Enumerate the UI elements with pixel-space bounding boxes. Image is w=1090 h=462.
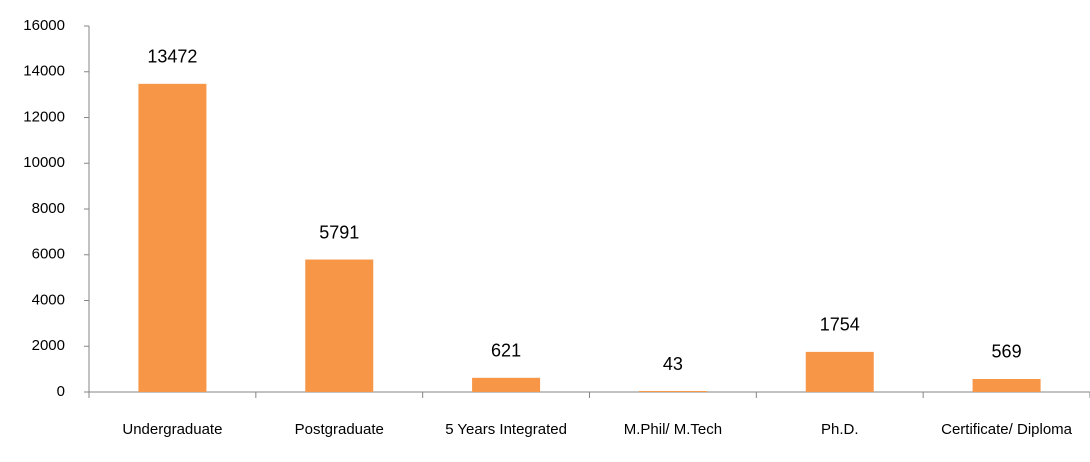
data-label: 569: [992, 342, 1022, 362]
y-tick-label: 12000: [23, 108, 65, 125]
data-label: 13472: [147, 47, 197, 67]
x-tick-label: Certificate/ Diploma: [941, 421, 1073, 438]
x-tick-label: 5 Years Integrated: [445, 421, 567, 438]
y-tick-label: 2000: [32, 337, 65, 354]
y-tick-label: 16000: [23, 17, 65, 34]
y-tick-label: 6000: [32, 246, 65, 263]
x-tick-label: M.Phil/ M.Tech: [624, 421, 722, 438]
x-tick-label: Ph.D.: [821, 421, 859, 438]
y-tick-label: 8000: [32, 200, 65, 217]
y-tick-label: 10000: [23, 154, 65, 171]
data-label: 621: [491, 341, 521, 361]
data-label: 1754: [820, 315, 860, 335]
bar: [972, 378, 1041, 392]
bar: [472, 377, 541, 392]
y-tick-label: 4000: [32, 291, 65, 308]
y-tick-label: 0: [57, 383, 65, 400]
data-label: 5791: [319, 222, 359, 242]
x-tick-label: Postgraduate: [295, 421, 384, 438]
bar: [305, 259, 374, 392]
bar: [138, 83, 207, 392]
bar: [805, 351, 874, 392]
x-tick-label: Undergraduate: [122, 421, 222, 438]
bar: [638, 391, 707, 392]
data-label: 43: [663, 354, 683, 374]
y-tick-label: 14000: [23, 63, 65, 80]
